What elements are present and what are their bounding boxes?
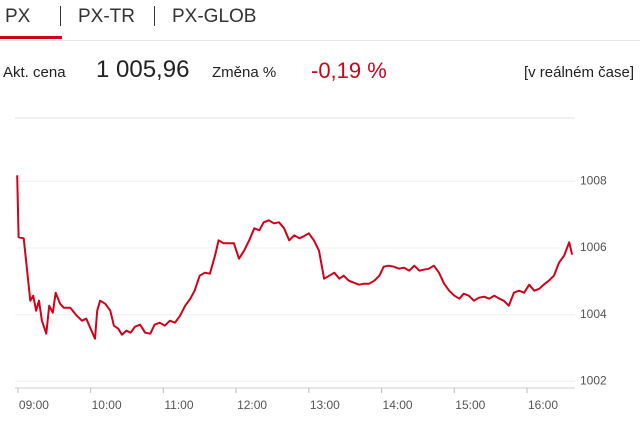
price: 1 005,96 [96, 56, 190, 83]
tab[interactable]: PX-TR [78, 6, 135, 27]
x-tick-label: 11:00 [164, 398, 193, 412]
x-tick-label: 15:00 [455, 398, 485, 412]
separator [60, 6, 61, 26]
change-label: Změna % [212, 64, 277, 81]
tab-bar: PX PX-TR PX-GLOB [0, 0, 640, 41]
tab[interactable]: PX [5, 6, 31, 27]
x-tick-label: 10:00 [92, 398, 122, 412]
separator [154, 6, 155, 26]
change: -0,19 % [311, 58, 387, 83]
y-tick-label: 1004 [580, 307, 607, 321]
y-tick-label: 1008 [580, 174, 607, 188]
x-tick-label: 16:00 [528, 398, 558, 412]
quote-row: Akt. cena 1 005,96 Změna % -0,19 % [v re… [0, 56, 640, 86]
x-tick-label: 09:00 [19, 398, 49, 412]
y-tick-label: 1002 [580, 374, 607, 388]
x-tick-label: 12:00 [237, 398, 267, 412]
realtime-note: [v reálném čase] [523, 64, 634, 81]
x-tick-label: 14:00 [383, 398, 413, 412]
active-tab-indicator [0, 36, 62, 39]
y-tick-label: 1006 [580, 240, 607, 254]
tab[interactable]: PX-GLOB [172, 6, 257, 27]
x-tick-label: 13:00 [310, 398, 340, 412]
price-label: Akt. cena [3, 64, 66, 81]
price-line [16, 175, 574, 340]
